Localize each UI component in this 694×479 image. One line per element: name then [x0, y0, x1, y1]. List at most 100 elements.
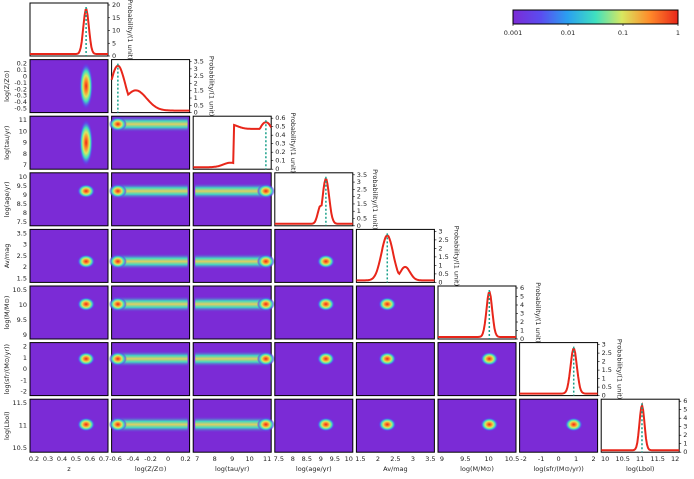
xtick-label: 10 [246, 455, 254, 463]
diag-ytick-label: 6 [520, 284, 524, 292]
density-band [113, 183, 188, 200]
colorbar-tick-label: 0.001 [504, 29, 523, 37]
colorbar-tick-label: 0.01 [561, 29, 575, 37]
diag-ytick-label: 3 [438, 227, 442, 235]
xtick-label: 0.2 [29, 455, 39, 463]
xtick-label: 1 [574, 455, 578, 463]
diag-panel-z [29, 2, 109, 57]
row-ytick-label: 10.5 [13, 286, 27, 294]
diag-ytick-label: 5 [683, 406, 687, 414]
density-blob [256, 351, 275, 366]
diag-ytick-label: 1 [683, 440, 687, 448]
density-blob [108, 184, 127, 199]
density-band [195, 296, 270, 313]
xtick-label: 7.5 [274, 455, 284, 463]
density-band [113, 296, 188, 313]
row-ytick-label: 2 [23, 343, 27, 351]
row-ytick-label: 11 [19, 116, 27, 124]
pdf-curve-logM [438, 290, 516, 338]
xtick-label: 9 [440, 455, 444, 463]
row-ytick-label: 2 [23, 263, 27, 271]
diag-ytick-label: 5 [520, 293, 524, 301]
xtick-label: 11.5 [650, 455, 664, 463]
diag-ylabel: Probability/(1 unit) [534, 282, 542, 342]
row-ytick-label: 9.5 [17, 182, 27, 190]
density-blob [77, 417, 96, 432]
diag-panel-logage [274, 172, 354, 227]
diag-ytick-label: 1.5 [357, 200, 367, 208]
density-blob [316, 417, 335, 432]
xtick-label: -0.4 [127, 455, 140, 463]
diag-ytick-label: 15 [112, 14, 120, 22]
density-blob [256, 254, 275, 269]
pdf-curve-logage [274, 177, 353, 225]
row-ytick-label: 0 [23, 365, 27, 373]
density-panel-logage-logM [274, 285, 354, 340]
density-band [113, 253, 188, 270]
pdf-curve-logSFR [519, 348, 598, 395]
diag-ytick-label: 2 [683, 431, 687, 439]
xtick-label: 9 [230, 455, 234, 463]
diag-ytick-label: 2.5 [438, 236, 448, 244]
density-blob [378, 351, 397, 366]
xtick-label: -0.2 [144, 455, 157, 463]
xtick-label: 2 [592, 455, 596, 463]
xtick-label: 0.3 [43, 455, 53, 463]
colorbar-gradient [512, 9, 679, 25]
density-blob [256, 184, 275, 199]
diag-ytick-label: 4 [683, 414, 687, 422]
diag-ytick-label: 4 [520, 301, 524, 309]
xtick-label: -0.6 [109, 455, 122, 463]
density-blob [480, 417, 499, 432]
diag-panel-logSFR [519, 342, 599, 397]
diag-ytick-label: 3 [520, 310, 524, 318]
xtick-label: 8 [213, 455, 217, 463]
density-blob [480, 351, 499, 366]
diag-ytick-label: 1.5 [194, 87, 204, 95]
pdf-curve-logtau [193, 121, 273, 169]
density-panel-Av-logSFR [355, 342, 435, 397]
density-blob [79, 62, 94, 110]
row-ytick-label: 10 [19, 301, 27, 309]
diag-ytick-label: 0.4 [275, 131, 285, 139]
diag-panel-Av [355, 228, 435, 283]
xtick-label: 10 [345, 455, 353, 463]
row-ylabel: Av/mag [3, 244, 11, 269]
pdf-curve-z [30, 8, 108, 55]
row-ytick-label: 10.5 [13, 444, 27, 452]
density-panel-z-Av [29, 228, 109, 283]
xtick-label: 1.5 [355, 455, 365, 463]
density-panel-z-logLbol [29, 398, 109, 453]
diag-ytick-label: 6 [683, 397, 687, 405]
xtick-label: 8 [291, 455, 295, 463]
density-blob [108, 117, 127, 132]
density-panel-z-logage [29, 172, 109, 227]
xtick-label: 3 [411, 455, 415, 463]
xtick-label: 0.2 [180, 455, 190, 463]
xlabel: log(Lbol) [626, 465, 655, 473]
diag-ytick-label: 2.5 [357, 185, 367, 193]
xtick-label: 10.5 [615, 455, 629, 463]
row-ytick-label: 0.1 [17, 66, 27, 74]
row-ylabel: log(M/M⊙) [3, 296, 11, 330]
row-ylabel: log(tau/yr) [3, 126, 11, 160]
density-panel-z-logZ [29, 59, 109, 114]
xtick-label: 0 [557, 455, 561, 463]
diag-ytick-label: 0.3 [275, 140, 285, 148]
xtick-label: 2.5 [390, 455, 400, 463]
row-ytick-label: 10 [19, 127, 27, 135]
colorbar-tick-label: 1 [676, 29, 680, 37]
row-ytick-label: 8 [23, 150, 27, 158]
diag-ytick-label: 0.5 [602, 383, 612, 391]
diag-ytick-label: 0 [602, 392, 606, 400]
diag-ytick-label: 3 [683, 423, 687, 431]
density-panel-logtau-logM [192, 285, 272, 340]
diag-ytick-label: 0 [520, 335, 524, 343]
density-panel-logtau-logSFR [192, 342, 272, 397]
diag-ytick-label: 1 [194, 94, 198, 102]
row-ytick-label: 10 [19, 173, 27, 181]
row-ytick-label: 3.5 [17, 229, 27, 237]
xtick-label: 0.6 [85, 455, 95, 463]
row-ytick-label: 9.5 [17, 316, 27, 324]
diag-ytick-label: 0.5 [438, 270, 448, 278]
